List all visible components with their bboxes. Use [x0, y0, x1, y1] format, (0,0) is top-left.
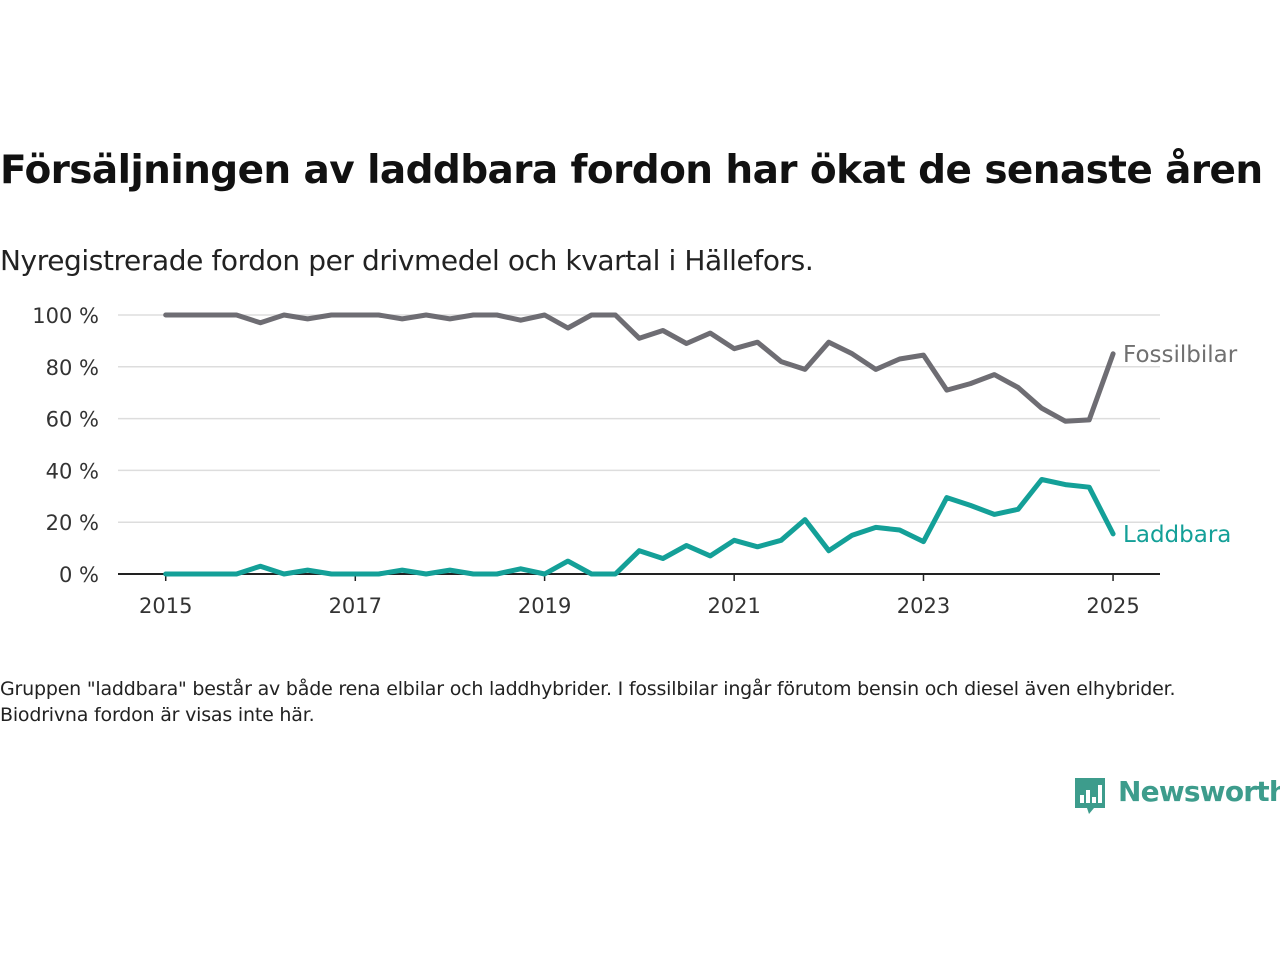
series-line-laddbara: [163, 477, 1116, 577]
chart-title: Försäljningen av laddbara fordon har öka…: [0, 148, 1263, 193]
series-labels: Fossilbilar Laddbara: [1123, 342, 1238, 548]
newsworthy-logo-icon: [1075, 778, 1105, 814]
y-tick-label: 100 %: [32, 304, 99, 328]
footnote: Gruppen "laddbara" består av både rena e…: [0, 678, 1176, 726]
y-tick-label: 60 %: [46, 408, 99, 432]
x-tick-label: 2019: [518, 594, 571, 618]
series-lines: [163, 312, 1116, 577]
y-tick-label: 80 %: [46, 356, 99, 380]
series-line-fossilbilar: [163, 312, 1116, 424]
y-tick-label: 40 %: [46, 459, 99, 483]
x-tick-label: 2023: [897, 594, 950, 618]
series-label-laddbara: Laddbara: [1123, 522, 1231, 548]
brand-name: Newsworthy: [1118, 775, 1280, 808]
gridlines: [118, 314, 1160, 523]
y-axis: 0 % 20 % 40 % 60 % 80 % 100 %: [32, 304, 99, 587]
y-tick-label: 20 %: [46, 511, 99, 535]
x-tick-label: 2021: [707, 594, 760, 618]
x-tick-label: 2025: [1086, 594, 1139, 618]
series-label-fossilbilar: Fossilbilar: [1123, 342, 1238, 368]
x-tick-label: 2015: [139, 594, 192, 618]
y-tick-label: 0 %: [59, 563, 99, 587]
x-axis: 2015 2017 2019 2021 2023 2025: [118, 573, 1160, 618]
chart-subtitle: Nyregistrerade fordon per drivmedel och …: [0, 244, 814, 277]
line-chart: 2015 2017 2019 2021 2023 2025 0 % 20 % 40 % 60 %…: [32, 304, 1238, 618]
x-tick-label: 2017: [329, 594, 382, 618]
